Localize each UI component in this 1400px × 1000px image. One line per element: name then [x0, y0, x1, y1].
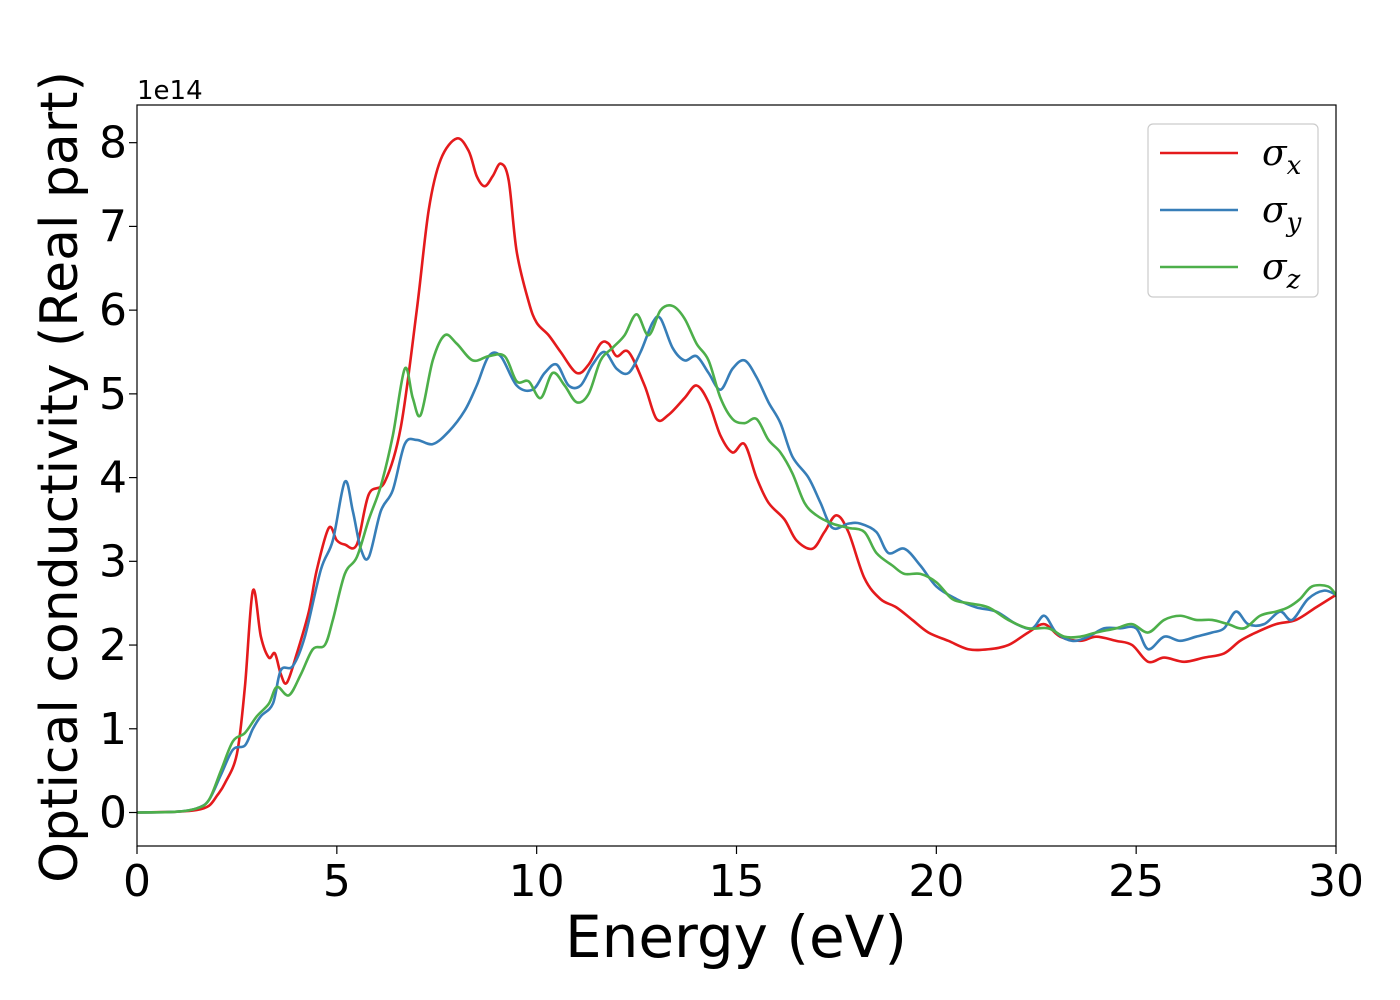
legend-label-z: σz [1262, 247, 1301, 295]
series-line-y [137, 315, 1336, 814]
y-tick-label: 0 [99, 788, 127, 839]
y-tick-label: 8 [99, 118, 127, 169]
series-layer [137, 137, 1336, 814]
x-tick-label: 0 [123, 856, 151, 907]
y-axis-ticks: 0 1 2 3 4 5 6 7 8 [99, 118, 137, 839]
y-tick-label: 3 [99, 536, 127, 587]
x-axis-title: Energy (eV) [565, 903, 907, 971]
y-tick-label: 1 [99, 704, 127, 755]
y-axis-title: Optical conductivity (Real part) [30, 71, 90, 883]
legend-label-x: σx [1262, 133, 1302, 181]
y-tick-label: 7 [99, 201, 127, 252]
x-tick-label: 20 [908, 856, 964, 907]
y-tick-label: 5 [99, 369, 127, 420]
y-tick-label: 2 [99, 620, 127, 671]
y-axis-offset-text: 1e14 [137, 76, 203, 106]
x-tick-label: 25 [1108, 856, 1164, 907]
x-tick-label: 10 [509, 856, 565, 907]
legend: σx σy σz [1147, 123, 1319, 298]
y-tick-label: 6 [99, 285, 127, 336]
series-line-z [137, 304, 1336, 814]
x-tick-label: 30 [1308, 856, 1364, 907]
x-tick-label: 15 [709, 856, 765, 907]
x-axis-ticks: 0 5 10 15 20 25 30 [123, 846, 1364, 907]
y-tick-label: 4 [99, 453, 127, 504]
x-tick-label: 5 [323, 856, 351, 907]
legend-label-y: σy [1262, 190, 1302, 238]
